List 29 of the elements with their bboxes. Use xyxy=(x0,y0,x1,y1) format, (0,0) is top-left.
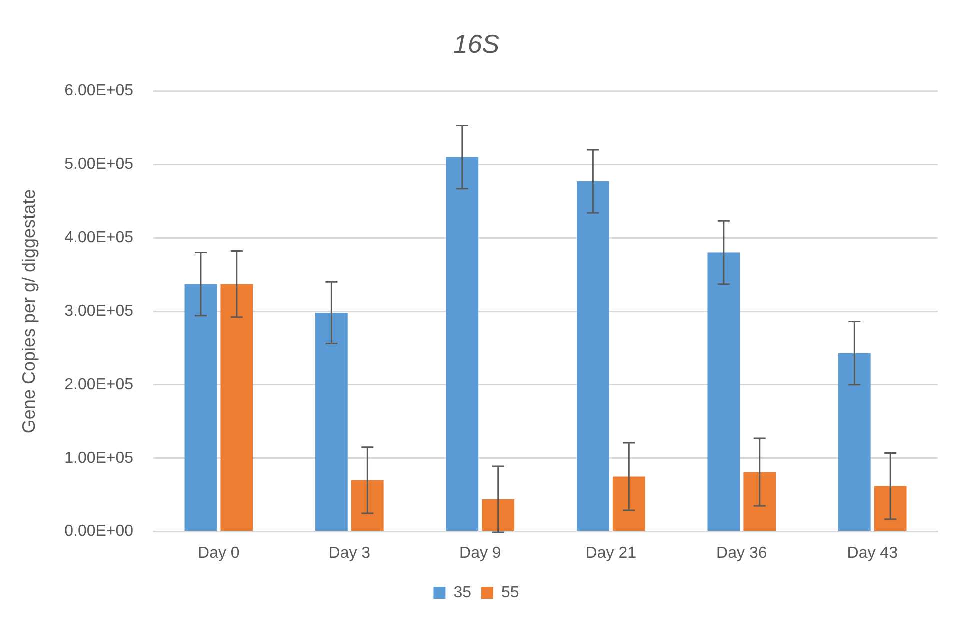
bar xyxy=(184,284,218,532)
bar xyxy=(708,252,740,532)
bar xyxy=(612,476,646,532)
y-tick-label: 4.00E+05 xyxy=(64,229,134,246)
x-tick-label: Day 43 xyxy=(847,544,898,562)
x-tick-label: Day 21 xyxy=(586,544,637,562)
y-tick-label: 0.00E+00 xyxy=(64,523,134,540)
bar xyxy=(316,312,348,532)
x-tick-label: Day 36 xyxy=(716,544,768,562)
chart-title: 16S xyxy=(453,28,500,59)
legend-label: 55 xyxy=(502,584,520,602)
bar xyxy=(351,480,384,532)
bar xyxy=(220,284,254,532)
legend-label: 35 xyxy=(454,584,472,602)
bar xyxy=(838,353,871,532)
y-tick-label: 5.00E+05 xyxy=(64,156,134,174)
y-tick-label: 2.00E+05 xyxy=(64,376,134,394)
y-tick-label: 3.00E+05 xyxy=(64,302,134,320)
y-tick-label: 1.00E+05 xyxy=(64,450,134,467)
bar xyxy=(482,499,515,532)
y-tick-label: 6.00E+05 xyxy=(64,82,134,100)
y-axis-title: Gene Copies per g/ diggestate xyxy=(18,189,39,434)
bar xyxy=(576,182,610,532)
x-tick-label: Day 0 xyxy=(198,544,240,562)
bar xyxy=(874,486,907,532)
bar xyxy=(446,157,479,532)
bar xyxy=(744,472,776,532)
x-tick-label: Day 9 xyxy=(460,544,502,562)
x-tick-label: Day 3 xyxy=(328,544,371,562)
